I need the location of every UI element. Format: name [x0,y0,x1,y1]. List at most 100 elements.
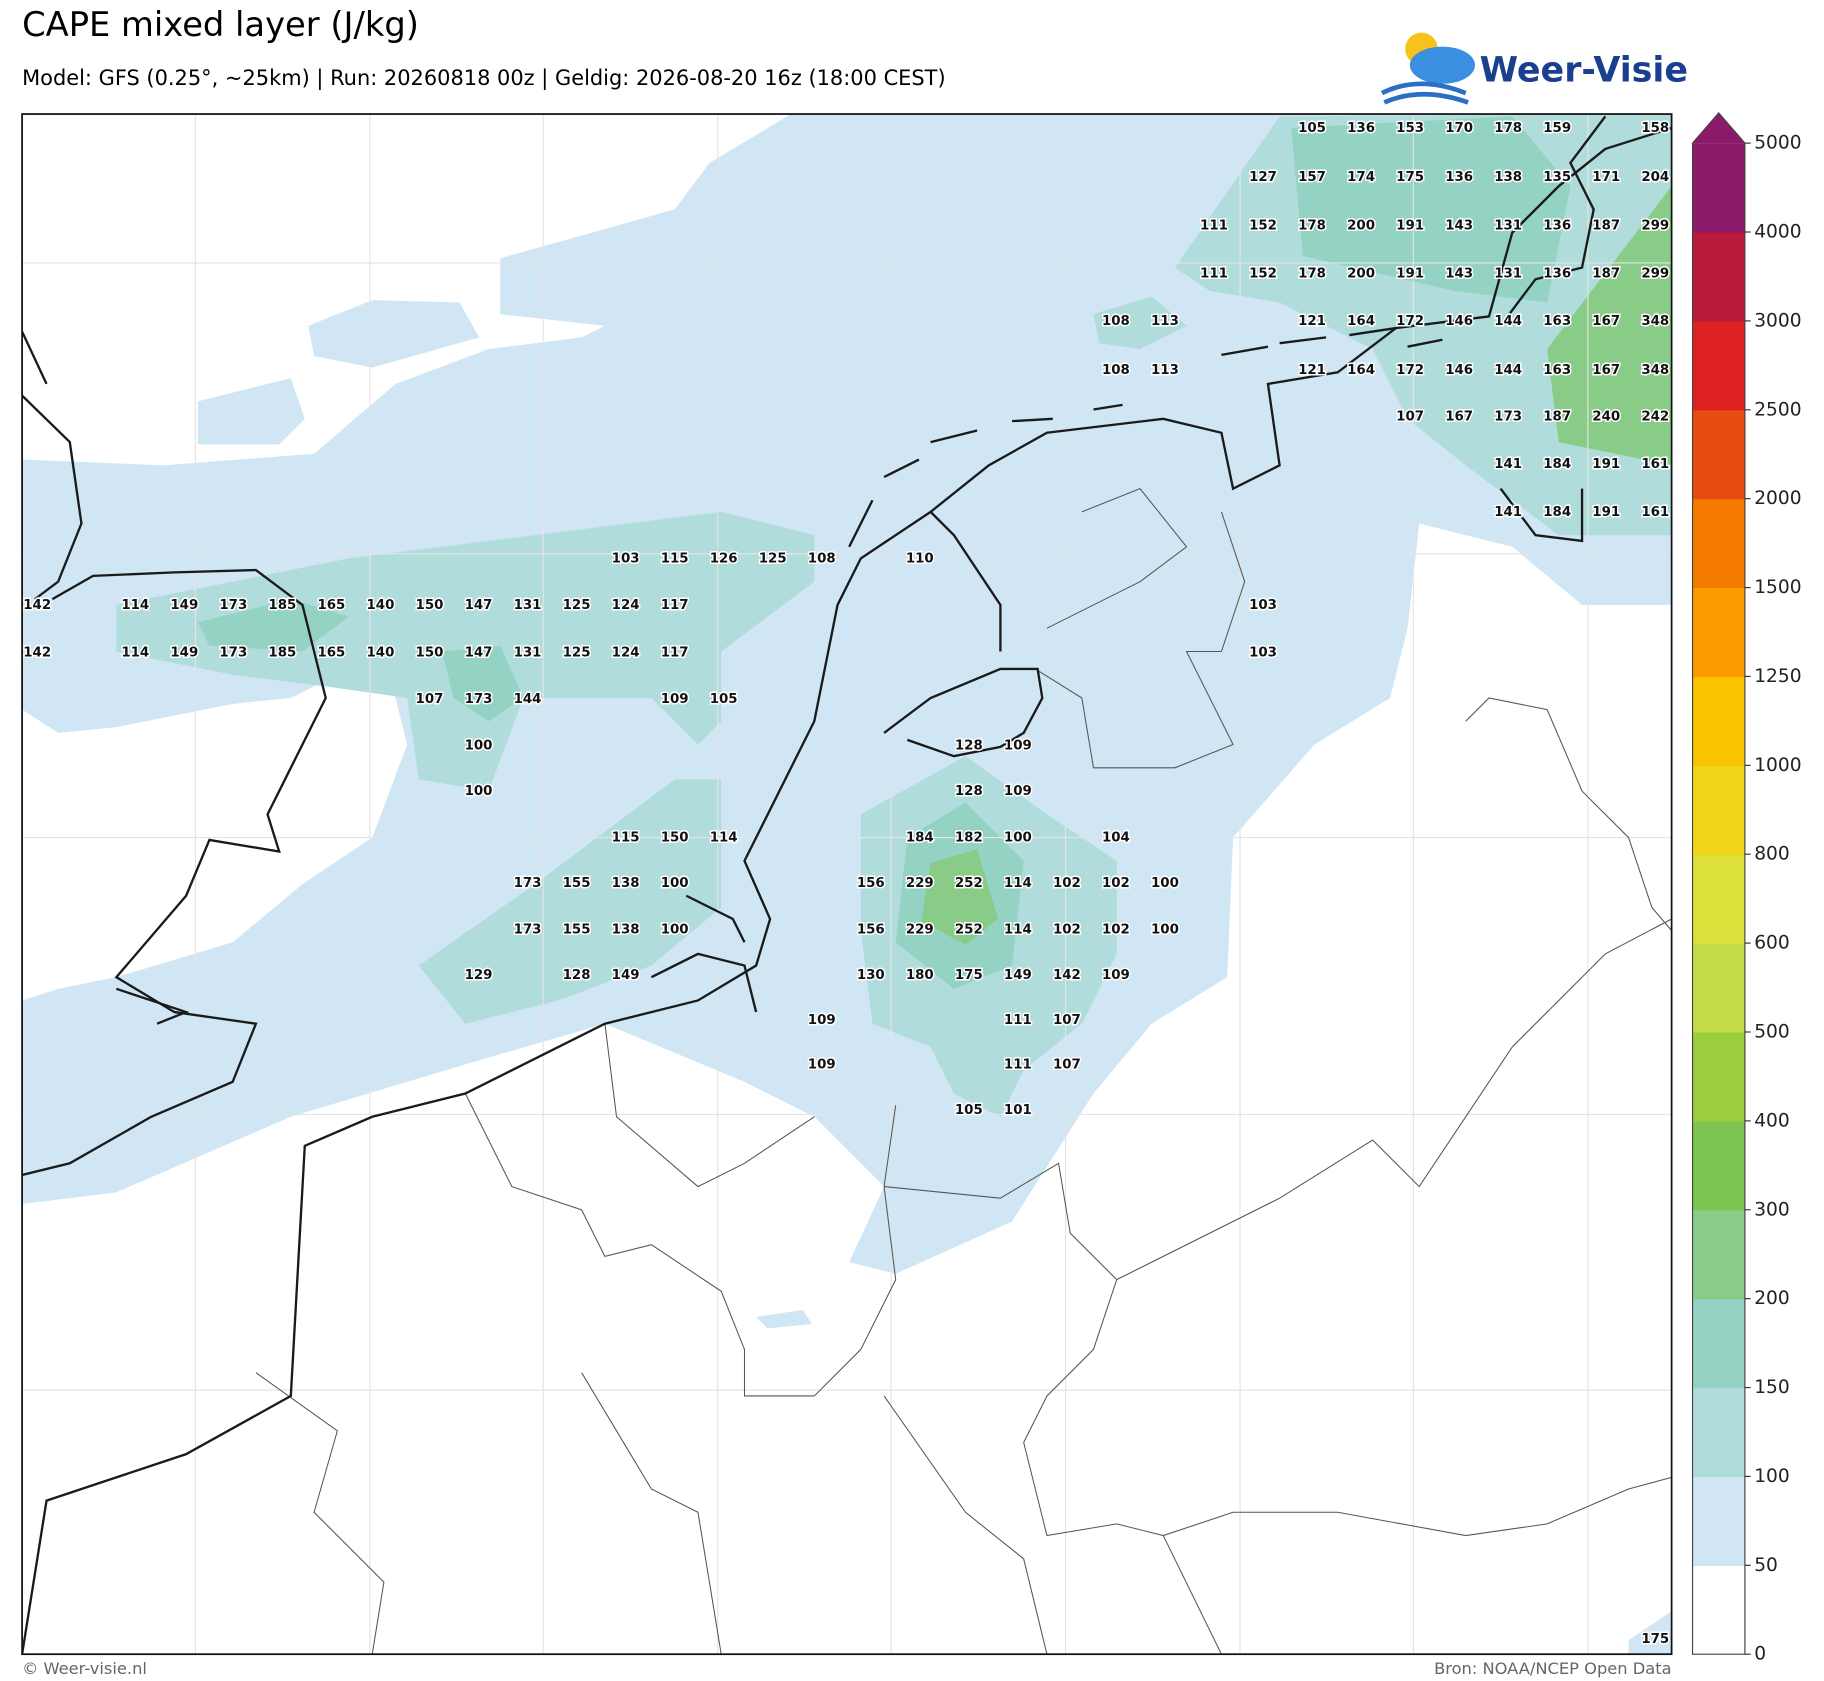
footer-left: © Weer-visie.nl [22,1659,147,1678]
cape-value-label: 242 [1641,409,1669,424]
cape-value-label: 115 [612,831,640,846]
colorbar-segment [1692,1031,1745,1122]
cape-value-label: 191 [1396,266,1424,281]
cape-value-label: 161 [1641,505,1669,520]
cape-value-label: 136 [1543,266,1571,281]
graticule [22,114,1672,1655]
cape-value-label: 167 [1592,314,1620,329]
cape-value-label: 175 [1641,1632,1669,1647]
logo-waves [1380,81,1469,105]
cape-value-label: 240 [1592,409,1620,424]
cape-value-label: 138 [612,922,640,937]
cape-value-label: 109 [1004,784,1032,799]
cape-value-label: 138 [612,876,640,891]
cape-area [1291,116,1571,303]
cape-value-label: 138 [1494,170,1522,185]
colorbar-tick-label: 600 [1754,933,1790,954]
cape-value-label: 136 [1445,170,1473,185]
cape-value-label: 121 [1298,363,1326,378]
coastline [848,326,1443,548]
border [464,1093,897,1397]
cape-value-label: 113 [1151,314,1179,329]
cape-value-label: 121 [1298,314,1326,329]
cape-area [418,779,722,1024]
cape-value-label: 184 [906,831,934,846]
colorbar-tick-label: 800 [1754,844,1790,865]
cape-value-label: 191 [1592,505,1620,520]
cape-value-label: 172 [1396,363,1424,378]
cape-value-label: 149 [1004,968,1032,983]
cape-value-label: 173 [465,692,493,707]
cape-value-label: 107 [1396,409,1424,424]
cape-value-label: 161 [1641,457,1669,472]
cape-value-label: 187 [1592,266,1620,281]
cape-value-label: 128 [955,784,983,799]
cape-value-label: 170 [1445,121,1473,136]
cape-value-label: 149 [170,646,198,661]
cape-value-label: 100 [1004,831,1032,846]
cape-value-label: 348 [1641,314,1669,329]
cape-value-label: 191 [1592,457,1620,472]
cape-value-label: 156 [857,922,885,937]
cape-value-label: 252 [955,922,983,937]
cape-value-label: 146 [1445,363,1473,378]
cape-value-label: 115 [661,551,689,566]
cape-area [500,114,1222,443]
cape-value-label: 105 [710,692,738,707]
cape-value-label: 110 [906,551,934,566]
cape-value-label: 101 [1004,1103,1032,1118]
cape-value-label: 131 [1494,219,1522,234]
cape-area [756,1309,812,1329]
colorbar-tick-label: 200 [1754,1288,1790,1309]
cape-value-label: 131 [514,598,542,613]
cape-value-label: 136 [1543,219,1571,234]
cape-value-label: 146 [1445,314,1473,329]
cape-value-label: 100 [465,739,493,754]
cape-value-label: 114 [121,646,149,661]
cape-value-label: 178 [1494,121,1522,136]
cape-value-label: 126 [710,551,738,566]
cape-value-label: 299 [1641,219,1669,234]
cape-value-label: 107 [416,692,444,707]
title: CAPE mixed layer (J/kg) [22,5,419,44]
colorbar-tick-label: 4000 [1754,222,1801,243]
cape-value-label: 150 [661,831,689,846]
cape-value-label: 124 [612,646,640,661]
colorbar-segment [1692,1120,1745,1211]
colorbar-segment [1692,143,1745,233]
cape-value-label: 163 [1543,363,1571,378]
cape-value-label: 174 [1347,170,1375,185]
cape-area [1547,186,1672,466]
border [604,1023,815,1188]
map-area: 105 136 153 170 178 159 158 127 157 174 175 136 138 1… [22,114,1672,1655]
logo: Weer-Visie [1380,32,1688,105]
cape-value-label: 107 [1053,1013,1081,1028]
cape-value-label: 187 [1592,219,1620,234]
colorbar-tick-label: 150 [1754,1377,1790,1398]
cape-value-label: 130 [857,968,885,983]
cape-value-label: 108 [1102,363,1130,378]
cape-value-label: 140 [367,646,395,661]
colorbar-tick-label: 500 [1754,1021,1790,1042]
cape-value-label: 173 [1494,409,1522,424]
colorbar-tick-label: 100 [1754,1466,1790,1487]
border [255,1372,1222,1655]
cape-value-label: 164 [1347,314,1375,329]
colorbar-tick-label: 2500 [1754,399,1801,420]
cape-value-label: 142 [23,598,51,613]
cape-value-label: 185 [268,646,296,661]
cape-value-label: 109 [661,692,689,707]
cape-value-label: 229 [906,876,934,891]
footer-right: Bron: NOAA/NCEP Open Data [1434,1659,1672,1678]
cape-value-label: 200 [1347,219,1375,234]
border [1035,511,1246,769]
cape-value-label: 108 [1102,314,1130,329]
cape-value-label: 129 [465,968,493,983]
coastline [1499,115,1607,543]
cape-value-label: 144 [1494,314,1522,329]
colorbar-tick-label: 1250 [1754,666,1801,687]
colorbar: 0 50 100 150 200 300 400 500 600 800 1000 1250 1500 2… [1691,111,1802,1665]
cape-200-300 [921,186,1672,945]
colorbar-segment [1692,1209,1745,1300]
